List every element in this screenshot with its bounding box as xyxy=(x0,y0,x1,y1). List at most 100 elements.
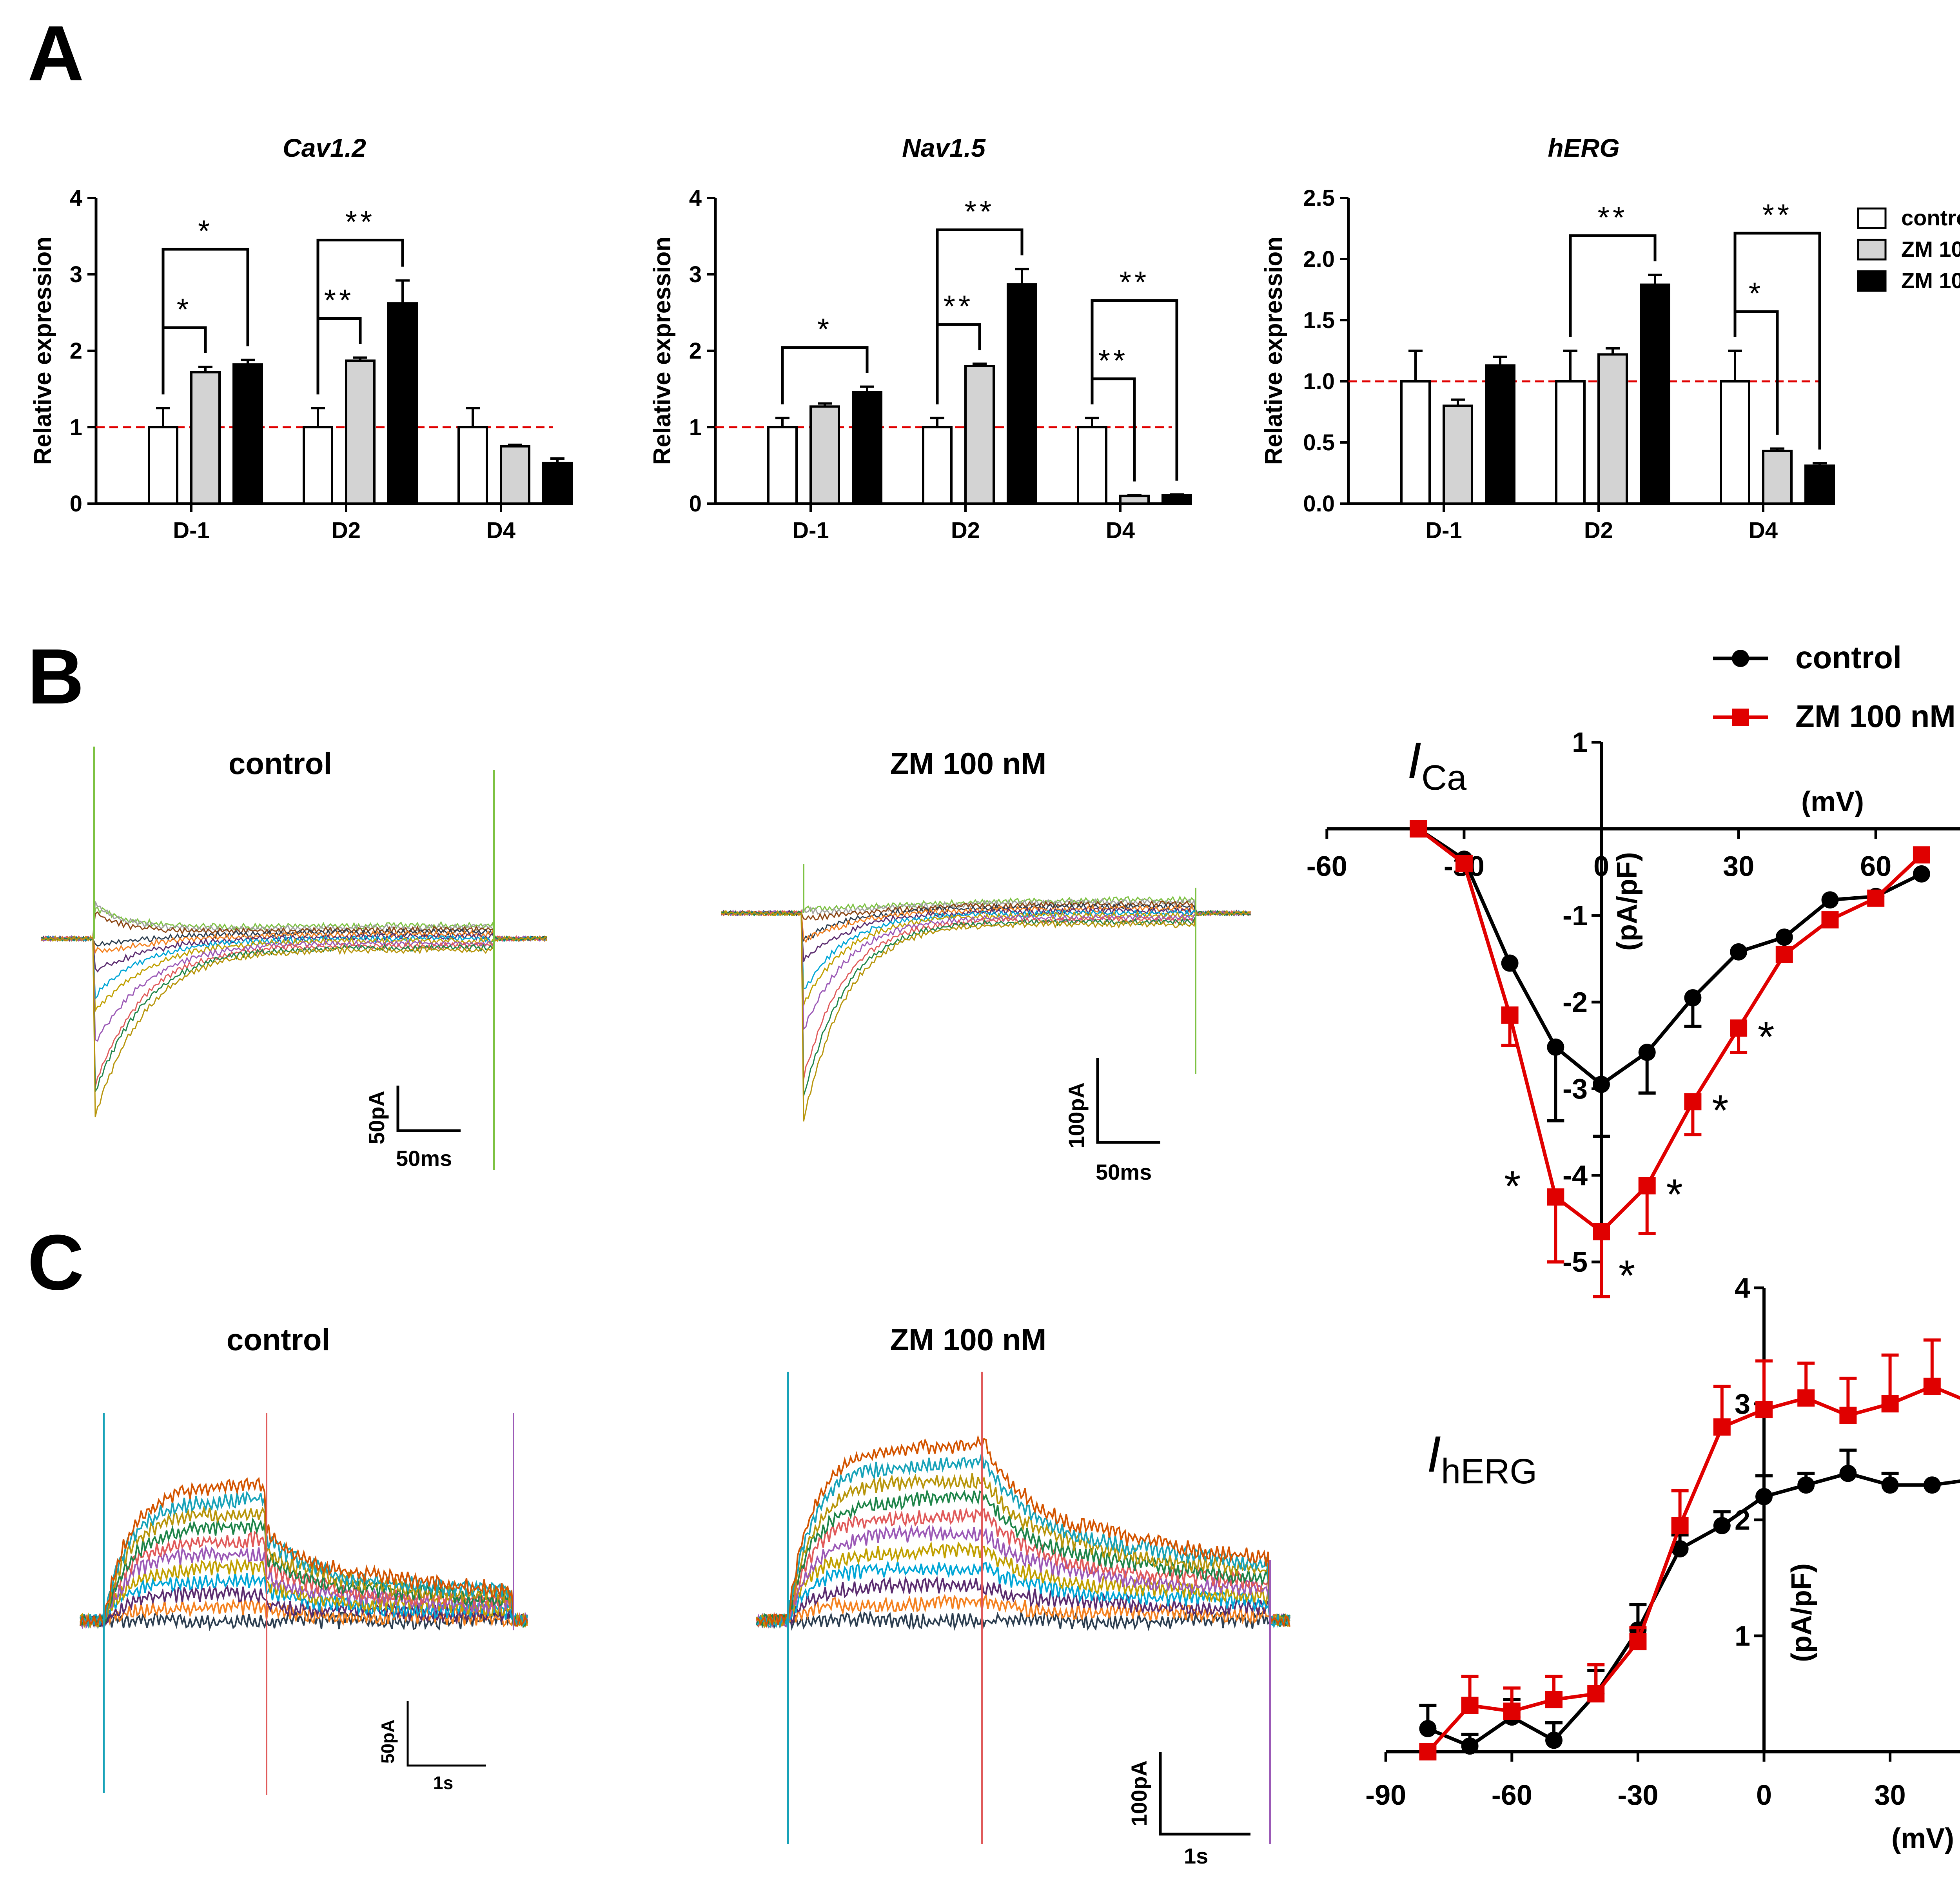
x-tick-label: 30 xyxy=(1875,1780,1906,1811)
data-point-zm xyxy=(1671,1517,1689,1534)
y-tick-label: 0.0 xyxy=(1303,491,1335,517)
y-tick-label: -2 xyxy=(1563,987,1588,1018)
data-point-zm xyxy=(1547,1188,1564,1206)
data-point-zm xyxy=(1501,1006,1519,1024)
bar-zm-10-nm xyxy=(964,365,995,505)
y-tick-label: 1 xyxy=(689,415,702,440)
significance-label: ** xyxy=(345,205,376,239)
panel-label-b: B xyxy=(27,633,84,720)
data-point-zm xyxy=(1913,846,1930,864)
y-axis-label: Relative expression xyxy=(1260,237,1287,465)
chart-title: Nav1.5 xyxy=(902,133,986,162)
y-tick-label: 1.5 xyxy=(1303,308,1335,333)
data-point-control xyxy=(1730,943,1748,961)
significance-label: * xyxy=(1666,1171,1683,1219)
panel-label-c: C xyxy=(27,1219,84,1306)
scale-x-label: 50ms xyxy=(396,1146,452,1171)
significance-label: ** xyxy=(324,283,354,317)
data-point-zm xyxy=(1797,1389,1815,1407)
x-tick-label: D4 xyxy=(486,518,515,543)
y-tick-label: -1 xyxy=(1563,900,1588,932)
significance-bracket xyxy=(936,228,1024,404)
current-trace xyxy=(720,900,1251,921)
bar-control xyxy=(148,426,178,505)
bar-zm-100-nm xyxy=(232,363,263,505)
bar-zm-10-nm xyxy=(1119,495,1150,505)
y-tick-label: 0.5 xyxy=(1303,430,1335,455)
data-point-control xyxy=(1839,1465,1857,1482)
bar-zm-100-nm xyxy=(387,302,418,505)
scale-y-label: 50pA xyxy=(377,1720,398,1764)
bar-zm-100-nm xyxy=(1485,364,1515,505)
data-point-control xyxy=(1671,1540,1689,1557)
data-point-zm xyxy=(1923,1378,1941,1395)
data-point-zm xyxy=(1684,1093,1702,1111)
x-tick-label: D-1 xyxy=(173,518,209,543)
data-point-control xyxy=(1684,989,1702,1006)
data-point-control xyxy=(1881,1476,1899,1494)
scale-y-label: 100pA xyxy=(1127,1760,1151,1826)
x-tick-label: -60 xyxy=(1307,851,1347,882)
current-trace xyxy=(720,906,1251,962)
current-trace xyxy=(80,1545,528,1630)
y-tick-label: -3 xyxy=(1563,1073,1588,1105)
bar-zm-10-nm xyxy=(1762,450,1793,505)
current-trace xyxy=(80,1517,528,1630)
legend-marker-zm xyxy=(1732,709,1749,726)
trace-panel-b-control: control 50pA 50ms xyxy=(40,746,548,1171)
current-trace xyxy=(721,898,1251,917)
x-tick-label: -90 xyxy=(1365,1780,1406,1811)
scale-bar xyxy=(396,1086,461,1132)
scale-bar xyxy=(1096,1058,1160,1144)
legend-label-zm: ZM 100 nM xyxy=(1795,699,1956,734)
data-point-zm xyxy=(1629,1633,1647,1650)
current-trace xyxy=(756,1452,1290,1628)
data-point-control xyxy=(1797,1476,1815,1494)
y-axis-label: Relative expression xyxy=(29,237,56,465)
scale-y-label: 100pA xyxy=(1064,1082,1089,1148)
y-axis-label: (pA/pF) xyxy=(1786,1563,1817,1662)
significance-label: ** xyxy=(1762,198,1793,232)
significance-label: ** xyxy=(1598,200,1628,235)
chart-title: ICa xyxy=(1407,732,1467,798)
data-point-zm xyxy=(1503,1702,1521,1720)
scale-bar xyxy=(1159,1752,1250,1836)
trace-title: ZM 100 nM xyxy=(890,746,1047,781)
significance-bracket xyxy=(162,248,249,395)
scale-y-label: 50pA xyxy=(364,1091,389,1144)
data-point-zm xyxy=(1755,1401,1773,1418)
significance-label: * xyxy=(1619,1252,1635,1300)
bar-control xyxy=(303,426,333,505)
trace-title: control xyxy=(227,1322,330,1357)
significance-bracket xyxy=(1733,232,1821,450)
data-point-zm xyxy=(1638,1177,1656,1195)
bar-control xyxy=(1077,426,1107,505)
x-axis-label: (mV) xyxy=(1801,786,1864,818)
current-trace xyxy=(756,1488,1290,1628)
y-tick-label: 3 xyxy=(70,262,82,287)
x-tick-label: 30 xyxy=(1723,851,1754,882)
bar-control xyxy=(767,426,798,505)
current-trace xyxy=(756,1524,1290,1629)
bar-control xyxy=(1555,380,1586,505)
data-point-zm xyxy=(1730,1019,1748,1037)
y-tick-label: 0 xyxy=(70,491,82,517)
x-axis-label: (mV) xyxy=(1891,1823,1954,1854)
chart-title: hERG xyxy=(1548,133,1619,162)
bar-zm-10-nm xyxy=(1443,404,1473,505)
data-point-control xyxy=(1755,1488,1773,1505)
data-point-control xyxy=(1775,928,1793,946)
y-tick-label: 1 xyxy=(1572,727,1588,758)
data-point-control xyxy=(1713,1517,1731,1534)
legend-swatch-control xyxy=(1857,207,1887,229)
significance-bracket xyxy=(1091,299,1178,481)
significance-label: ** xyxy=(944,289,974,323)
significance-label: * xyxy=(1504,1162,1521,1210)
current-trace xyxy=(41,907,548,942)
bar-zm-100-nm xyxy=(1804,464,1835,505)
x-tick-label: 0 xyxy=(1593,851,1609,882)
legend-panel-a: control ZM 10 nM ZM 100 nM xyxy=(1857,205,1960,293)
current-trace xyxy=(756,1560,1290,1628)
data-point-zm xyxy=(1410,820,1427,838)
